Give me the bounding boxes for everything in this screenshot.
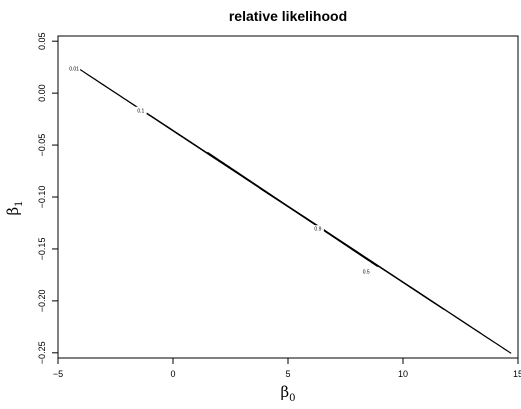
contour-label-background xyxy=(311,225,324,233)
contour-labels: 0.01 0.1 0.5 0.9 xyxy=(68,65,373,275)
chart-title: relative likelihood xyxy=(229,8,347,24)
plot-frame xyxy=(57,35,519,359)
contour-label: 0.5 xyxy=(363,269,370,275)
contour-label-background xyxy=(134,106,147,114)
y-tick-label: 0.00 xyxy=(37,84,47,102)
contour-0.9 xyxy=(259,188,327,231)
y-tick-label: −0.15 xyxy=(37,238,47,261)
y-tick-label: 0.05 xyxy=(37,32,47,50)
contour-label-background xyxy=(360,267,373,275)
x-tick-label: 5 xyxy=(285,369,290,379)
y-tick-label: −0.10 xyxy=(37,186,47,209)
x-tick-label: 10 xyxy=(398,369,408,379)
x-axis: −5 0 5 10 15 xyxy=(53,358,521,379)
contour-label-background xyxy=(68,65,81,73)
y-axis: −0.25 −0.20 −0.15 −0.10 −0.05 0.00 0.05 xyxy=(37,32,58,364)
contour-label: 0.9 xyxy=(314,227,321,233)
x-tick-label: 15 xyxy=(513,369,521,379)
contour-0.5 xyxy=(207,151,379,268)
y-axis-label: β1 xyxy=(4,200,25,215)
x-tick-label: 0 xyxy=(170,369,175,379)
y-tick-label: −0.05 xyxy=(37,134,47,157)
y-tick-label: −0.20 xyxy=(37,289,47,312)
x-tick-label: −5 xyxy=(53,369,63,379)
contour-label: 0.01 xyxy=(69,67,79,73)
contour-label: 0.1 xyxy=(137,108,144,114)
y-tick-label: −0.25 xyxy=(37,341,47,364)
x-axis-label: β0 xyxy=(280,383,295,404)
